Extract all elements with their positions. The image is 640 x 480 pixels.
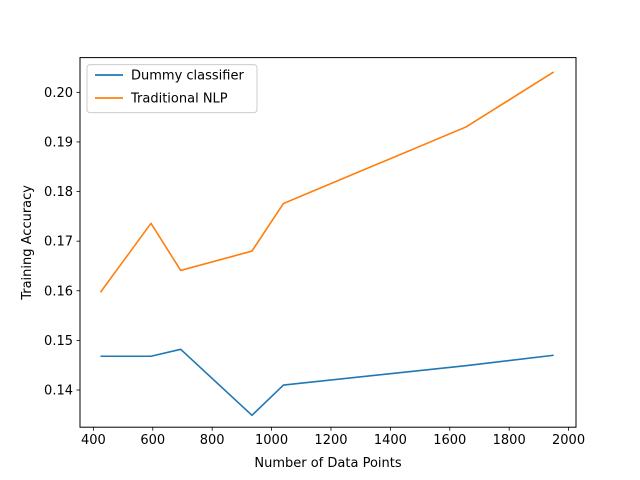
x-tick-label: 1200 — [314, 433, 347, 448]
legend-box — [86, 64, 258, 114]
legend-label-dummy-classifier: Dummy classifier — [131, 69, 244, 84]
x-tick-label: 1000 — [255, 433, 288, 448]
x-tick-label: 2000 — [552, 433, 585, 448]
y-tick-label: 0.17 — [44, 235, 73, 250]
x-tick-label: 1600 — [433, 433, 466, 448]
series-line-dummy-classifier — [100, 348, 554, 417]
y-axis-label: Training Accuracy — [20, 185, 35, 301]
plot-content — [99, 71, 555, 417]
y-tick-label: 0.15 — [44, 334, 73, 349]
axes-frame — [79, 57, 577, 428]
x-tick-label: 800 — [200, 433, 225, 448]
y-axis: 0.14 0.15 0.16 0.17 0.18 0.19 0.20 — [44, 86, 80, 398]
legend-label-traditional-nlp: Traditional NLP — [130, 92, 228, 107]
x-tick-label: 1800 — [493, 433, 526, 448]
x-tick-label: 400 — [81, 433, 106, 448]
x-axis-label: Number of Data Points — [254, 456, 401, 471]
y-tick-label: 0.14 — [44, 383, 73, 398]
y-tick-label: 0.16 — [44, 284, 73, 299]
legend: Dummy classifier Traditional NLP — [86, 64, 258, 114]
x-tick-label: 600 — [140, 433, 165, 448]
x-axis: 400 600 800 1000 1200 1400 1600 1800 2000 — [81, 427, 585, 448]
series-line-traditional-nlp — [99, 71, 555, 293]
y-tick-label: 0.19 — [44, 135, 73, 150]
x-tick-label: 1400 — [374, 433, 407, 448]
y-tick-label: 0.20 — [44, 86, 73, 101]
y-tick-label: 0.18 — [44, 185, 73, 200]
